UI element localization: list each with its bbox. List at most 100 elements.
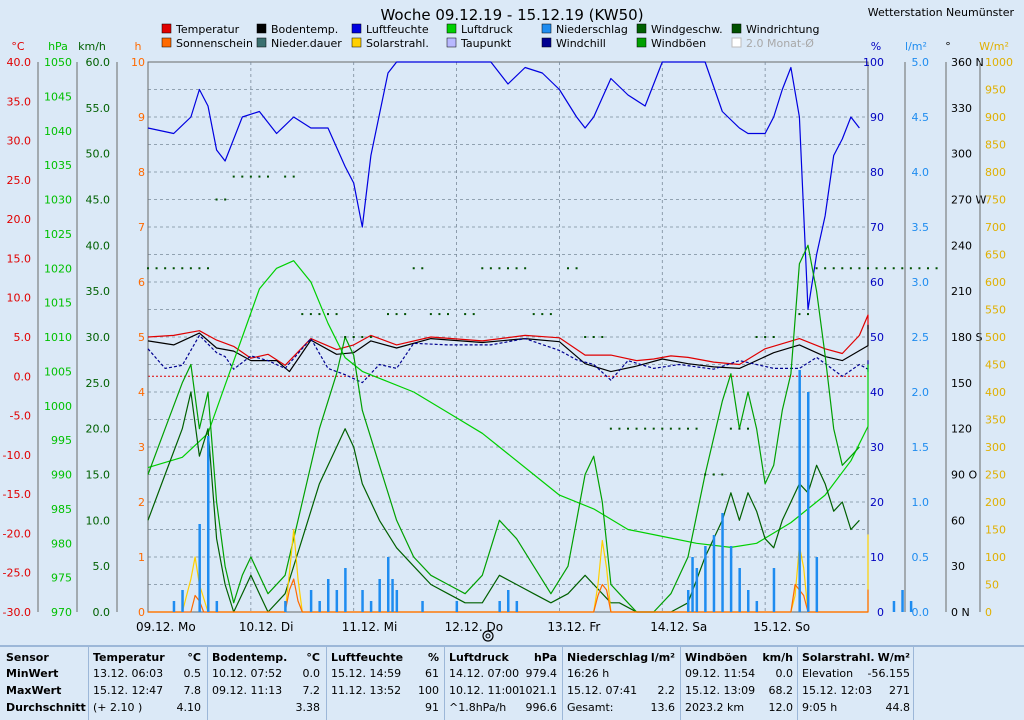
legend-label: Luftfeuchte [366,23,429,36]
legend-swatch [256,37,267,48]
stats-separator [326,647,327,720]
wind-tick-label: 45.0 [86,194,111,207]
stats-cell-label: 14.12. 07:00 [449,667,520,680]
legend-item[interactable]: Bodentemp. [256,23,338,36]
stats-separator [207,647,208,720]
wind-direction-dot [695,427,698,430]
stats-sensor-title: Luftdruck [449,651,509,664]
stats-column: Luftfeuchte% 15.12. 14:59 61 11.12. 13:52 10… [331,651,443,720]
wind-tick-label: 30.0 [86,331,111,344]
wind-direction-dot [421,267,424,270]
stats-sensor-title: Niederschlag [567,651,649,664]
rain-bar [691,557,694,612]
rain-bar [378,579,381,612]
rain-bar [318,601,321,612]
legend-item[interactable]: Luftdruck [446,23,513,36]
wind-direction-dot [395,313,398,316]
legend-item[interactable]: Temperatur [161,23,240,36]
wind-tick-label: 25.0 [86,377,111,390]
legend-swatch [636,23,647,34]
legend-item[interactable]: Windchill [541,37,606,50]
rain-bar [798,370,801,612]
direction-tick-label: 90 O [951,469,977,482]
stats-column: Windböen km/h 09.12. 11:54 0.0 15.12. 13:09 6… [685,651,797,720]
wind-tick-label: 15.0 [86,469,111,482]
stats-cell-label: 13.12. 06:03 [93,667,164,680]
pressure-tick-label: 980 [51,537,72,550]
wind-direction-dot [404,313,407,316]
wind-direction-dot [824,267,827,270]
legend-item[interactable]: Windböen [636,37,706,50]
wind-direction-dot [721,473,724,476]
rain-bar [207,436,210,612]
stats-cell-label: 11.12. 13:52 [331,684,402,697]
temp-tick-label: 0.0 [14,370,32,383]
station-name: Wetterstation Neumünster [868,6,1015,19]
legend-checkbox[interactable] [731,37,742,48]
direction-tick-label: 60 [951,514,965,527]
direction-tick-label: 150 [951,377,972,390]
wind-direction-dot [901,267,904,270]
wind-direction-dot [224,198,227,201]
series-luftdruck [147,260,869,549]
humidity-tick-label: 90 [870,111,884,124]
stats-cell-label: (+ 2.10 ) [93,701,143,714]
rain-bar [335,590,339,612]
temp-tick-label: 35.0 [7,95,32,108]
wind-tick-label: 50.0 [86,148,111,161]
wind-direction-dot [704,473,707,476]
hours-tick-label: 5 [138,331,145,344]
legend-item[interactable]: 2.0 Monat-Ø [731,37,814,50]
direction-tick-label: 180 S [951,331,982,344]
rain-bar [498,601,501,612]
legend-swatch [731,23,742,34]
wind-direction-dot [875,267,878,270]
legend-label: Sonnenschein [176,37,253,50]
legend-swatch [161,37,172,48]
pressure-tick-label: 1050 [44,56,72,69]
legend-item[interactable]: Nieder.dauer [256,37,342,50]
wind-tick-label: 20.0 [86,423,111,436]
direction-tick-label: 30 [951,560,965,573]
wind-direction-dot [584,336,587,338]
legend-item[interactable]: Solarstrahl. [351,37,429,50]
wind-direction-dot [164,267,167,270]
cursor-icon [482,630,494,642]
pressure-tick-label: 1045 [44,90,72,103]
wind-direction-dot [601,336,604,338]
solar-tick-label: 750 [985,194,1006,207]
wind-direction-dot [447,313,449,316]
legend-item[interactable]: Windgeschw. [636,23,723,36]
direction-tick-label: 300 [951,148,972,161]
wind-direction-dot [327,313,329,316]
wind-direction-dot [798,313,801,316]
stats-cell-value: 7.2 [302,684,321,697]
legend-label: Bodentemp. [271,23,338,36]
rain-bar [387,557,390,612]
legend-item[interactable]: Luftfeuchte [351,23,429,36]
stats-unit: °C [187,651,201,664]
rain-bar [361,590,364,612]
stats-cell-label: 15.12. 07:41 [567,684,638,697]
legend-item[interactable]: Niederschlag [541,23,628,36]
rain-bar [327,579,330,612]
legend-swatch [256,23,267,34]
temp-tick-label: 5.0 [14,331,32,344]
stats-cell-value: 271 [889,684,910,697]
wind-direction-dot [464,313,467,316]
legend-item[interactable]: Taupunkt [446,37,512,50]
legend-item[interactable]: Windrichtung [731,23,819,36]
hours-tick-label: 7 [138,221,145,234]
pressure-tick-label: 975 [51,572,72,585]
humidity-tick-label: 50 [870,331,884,344]
legend-swatch [446,23,457,34]
legend-swatch [446,37,457,48]
x-tick-label: 15.12. So [753,620,810,634]
legend-label: Luftdruck [461,23,513,36]
wind-direction-dot [609,427,612,430]
temp-tick-label: -5.0 [10,410,31,423]
legend-swatch [161,23,172,34]
wind-tick-label: 0.0 [93,606,111,619]
rain-bar [712,535,716,612]
legend-item[interactable]: Sonnenschein [161,37,253,50]
